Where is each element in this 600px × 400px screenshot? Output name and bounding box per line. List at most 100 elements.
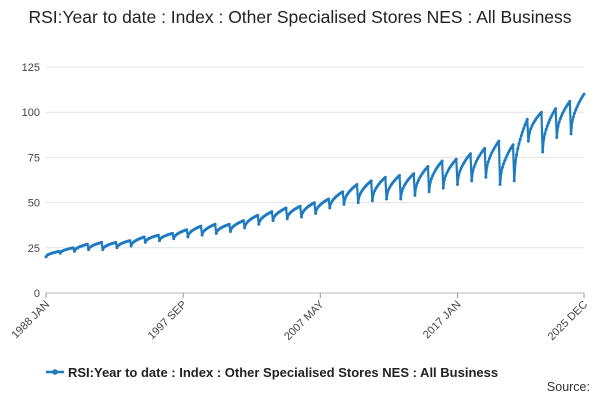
legend: RSI:Year to date : Index : Other Special… (46, 365, 498, 380)
y-tick-label: 100 (22, 107, 40, 119)
data-point (387, 187, 391, 191)
data-point (539, 110, 543, 114)
data-point (557, 120, 561, 124)
data-point (489, 153, 493, 157)
data-point (521, 130, 525, 134)
data-point (299, 215, 303, 219)
data-point (519, 134, 523, 137)
data-point (485, 164, 489, 168)
data-point (440, 159, 444, 163)
data-point (555, 136, 559, 140)
data-point (505, 153, 509, 157)
data-point (503, 159, 507, 163)
y-tick-label: 25 (28, 243, 40, 255)
data-point (415, 181, 419, 185)
gridlines (46, 66, 584, 294)
data-point (471, 169, 475, 173)
data-point (568, 99, 572, 103)
data-point (213, 222, 217, 226)
data-point (431, 174, 435, 178)
data-point (515, 153, 519, 157)
data-point (71, 246, 75, 250)
data-point (172, 237, 176, 241)
x-tick-label: 2025 DEC (546, 299, 590, 343)
data-point (556, 125, 560, 129)
data-point (285, 217, 289, 221)
x-axis: 1988 JAN 1997 SEP 2007 MAY 2017 JAN 2025 DEC (9, 293, 590, 343)
data-point (199, 224, 203, 228)
data-point (560, 114, 564, 118)
data-point (550, 113, 554, 117)
data-point (398, 173, 402, 177)
data-point (373, 189, 377, 193)
data-point (256, 213, 260, 217)
y-tick-label: 0 (34, 288, 40, 300)
data-point (547, 121, 551, 125)
data-point (522, 126, 526, 130)
data-point (541, 150, 545, 154)
data-point (468, 152, 472, 156)
data-point (542, 137, 546, 141)
data-point (401, 186, 405, 190)
x-tick-label: 2017 JAN (421, 299, 464, 342)
data-point (582, 92, 586, 96)
data-point (171, 231, 175, 235)
data-point (569, 132, 573, 136)
series-line (45, 93, 585, 258)
legend-label: RSI:Year to date : Index : Other Special… (68, 365, 498, 380)
data-point (458, 169, 462, 173)
data-point (518, 137, 522, 141)
data-point (528, 130, 532, 134)
data-point (356, 201, 360, 205)
data-point (128, 239, 132, 243)
data-point (504, 156, 508, 160)
data-point (544, 127, 548, 131)
data-point (549, 115, 553, 119)
data-point (214, 231, 218, 235)
data-point (228, 230, 232, 234)
data-point (548, 118, 552, 122)
data-point (386, 190, 390, 194)
data-point (441, 186, 445, 190)
source-label: Source: (546, 380, 590, 394)
data-point (426, 164, 430, 168)
data-point (129, 244, 133, 248)
data-point (185, 228, 189, 232)
data-point (486, 160, 490, 164)
data-point (428, 180, 432, 184)
data-point (445, 171, 449, 175)
data-point (142, 235, 146, 239)
data-point (543, 131, 547, 135)
data-point (432, 171, 436, 175)
data-point (571, 115, 575, 119)
data-point (502, 162, 506, 166)
data-point (429, 177, 433, 181)
data-point (484, 175, 488, 179)
data-point (577, 100, 581, 104)
data-point (271, 219, 275, 223)
data-point (545, 124, 549, 128)
data-point (455, 183, 459, 187)
data-point (414, 185, 418, 189)
data-point (312, 201, 316, 205)
data-point (506, 151, 510, 155)
data-point (257, 222, 261, 226)
data-point (427, 190, 431, 194)
data-point (369, 179, 373, 183)
data-point (498, 183, 502, 187)
data-point (243, 226, 247, 230)
data-point (357, 194, 361, 198)
data-point (529, 127, 533, 131)
data-point (576, 103, 580, 107)
data-point (459, 166, 463, 170)
data-point (511, 143, 515, 147)
legend-swatch-marker (52, 369, 58, 375)
data-point (314, 211, 318, 215)
data-point (558, 117, 562, 121)
data-point (487, 156, 491, 160)
data-point (524, 120, 528, 124)
data-point (298, 204, 302, 208)
data-point (483, 146, 487, 150)
data-point (513, 160, 517, 164)
data-point (100, 240, 104, 244)
